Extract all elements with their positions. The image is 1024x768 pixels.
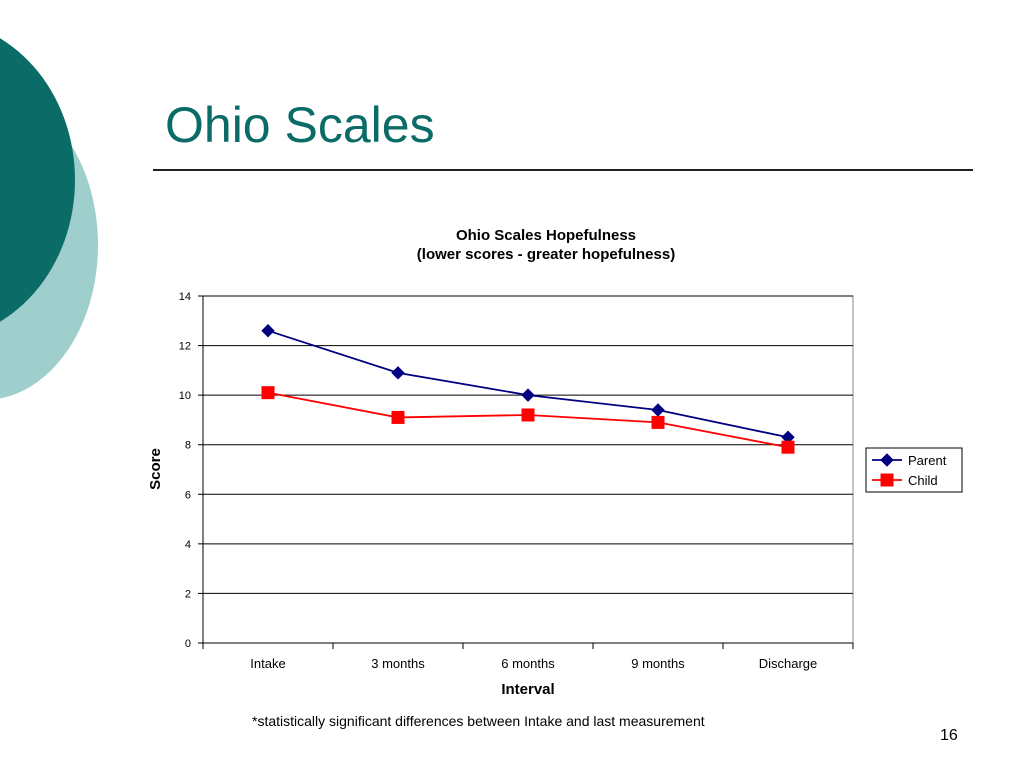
y-axis-label: Score xyxy=(147,448,164,490)
data-point-child xyxy=(391,410,405,424)
legend-label-parent: Parent xyxy=(908,453,947,468)
x-tick-label: Discharge xyxy=(759,656,818,671)
page-number: 16 xyxy=(940,727,958,744)
data-point-parent xyxy=(261,323,275,338)
y-tick-label: 6 xyxy=(185,489,191,501)
x-tick-label: 6 months xyxy=(501,656,555,671)
y-tick-label: 10 xyxy=(179,390,191,402)
legend-marker-child xyxy=(880,473,894,487)
x-tick-label: 3 months xyxy=(371,656,425,671)
title-divider xyxy=(153,169,973,171)
legend-marker-parent xyxy=(880,453,894,467)
legend-label-child: Child xyxy=(908,473,938,488)
chart-title: Ohio Scales Hopefulness xyxy=(456,227,636,244)
data-point-child xyxy=(651,415,665,429)
y-tick-label: 12 xyxy=(179,341,191,353)
slide-title: Ohio Scales xyxy=(165,97,435,153)
y-tick-label: 8 xyxy=(185,440,191,452)
x-tick-label: Intake xyxy=(250,656,285,671)
legend: Parent Child xyxy=(865,447,963,493)
data-point-child xyxy=(261,386,275,400)
x-axis-label: Interval xyxy=(501,681,554,698)
data-point-parent xyxy=(521,388,535,402)
plot-area: 0 2 4 6 8 10 12 14 Intake 3 months 6 months 9 month… xyxy=(179,291,854,671)
y-tick-label: 14 xyxy=(179,291,191,303)
data-point-child xyxy=(521,408,535,422)
plot-border xyxy=(202,295,854,644)
y-tick-label: 0 xyxy=(185,638,191,650)
x-tick-label: 9 months xyxy=(631,656,685,671)
footnote: *statistically significant differences b… xyxy=(252,713,705,729)
y-tick-label: 2 xyxy=(185,588,191,600)
data-point-child xyxy=(781,440,795,454)
chart-subtitle: (lower scores - greater hopefulness) xyxy=(417,246,675,263)
data-point-parent xyxy=(651,403,665,417)
data-point-parent xyxy=(391,366,405,380)
y-tick-label: 4 xyxy=(185,539,191,551)
